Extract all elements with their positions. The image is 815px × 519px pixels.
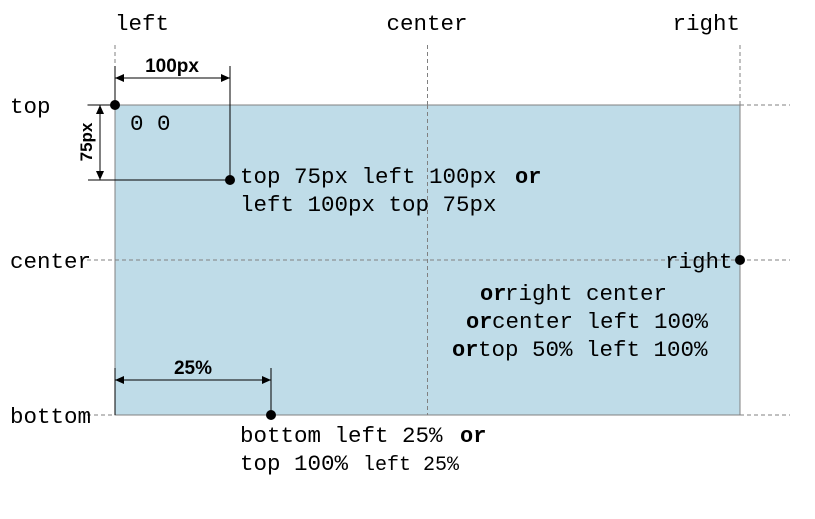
annotation-p4-line1: bottom left 25% [240, 423, 443, 449]
p_bottom_25 [266, 410, 276, 420]
dim-75px-label: 75px [77, 122, 96, 161]
dim-25pct-label: 25% [174, 358, 212, 379]
axis-label-top: top [10, 94, 51, 120]
annotation-p3-or4: or [452, 338, 478, 363]
annotation-origin: 0 0 [130, 111, 171, 137]
p_top_left [110, 100, 120, 110]
annotation-p4-line1-or: or [460, 424, 486, 449]
axis-label-bottom: bottom [10, 404, 91, 430]
p_75_100 [225, 175, 235, 185]
annotation-p3-or2: or [480, 282, 506, 307]
annotation-p2-line2: left 100px top 75px [240, 192, 497, 218]
annotation-p3-line2: right center [505, 281, 667, 307]
dim-100px-label: 100px [145, 56, 199, 77]
axis-label-center-side: center [10, 249, 91, 275]
annotation-p2-line1: top 75px left 100px [240, 164, 497, 190]
annotation-p3-line4: top 50% left 100% [478, 337, 708, 363]
p_right_center [735, 255, 745, 265]
annotation-p4-line2b: left 25% [363, 454, 460, 477]
axis-label-right: right [672, 11, 740, 37]
annotation-p2-line1-or: or [515, 165, 541, 190]
annotation-p3-or3: or [466, 310, 492, 335]
annotation-p4-line2a: top 100% [240, 451, 349, 477]
axis-label-left: left [115, 11, 169, 37]
axis-label-center-top: center [386, 11, 467, 37]
annotation-p3-line3: center left 100% [492, 309, 709, 335]
annotation-p3-line1: right [665, 249, 733, 275]
